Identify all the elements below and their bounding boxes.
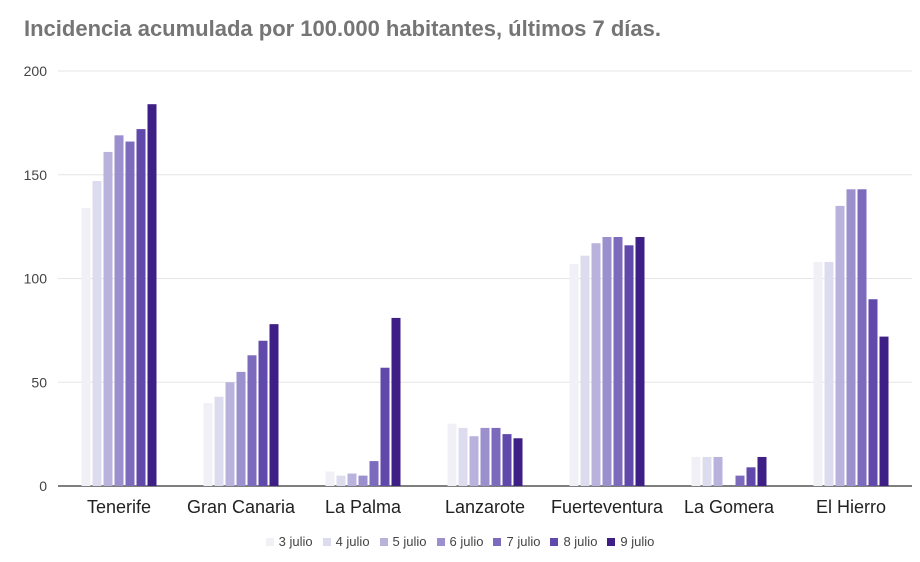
bar-tenerife-3-julio [81, 207, 91, 486]
bar-la-palma-8-julio [380, 367, 390, 486]
bar-la-palma-9-julio [391, 317, 401, 486]
legend-label: 3 julio [278, 534, 313, 549]
x-tick-label: Gran Canaria [187, 497, 296, 517]
legend-item: 6 julio [436, 534, 484, 549]
bar-la-gomera-4-julio [702, 456, 712, 486]
bar-fuerteventura-9-julio [635, 237, 645, 486]
bar-lanzarote-7-julio [491, 427, 501, 486]
y-tick-label: 200 [24, 63, 48, 79]
bar-el-hierro-6-julio [846, 189, 856, 486]
bar-tenerife-8-julio [136, 129, 146, 486]
legend-swatch [493, 537, 502, 546]
bar-gran-canaria-8-julio [258, 340, 268, 486]
bar-fuerteventura-4-julio [580, 255, 590, 486]
bar-la-gomera-7-julio [735, 475, 745, 486]
legend-swatch [607, 537, 616, 546]
bar-fuerteventura-7-julio [613, 237, 623, 486]
bar-tenerife-4-julio [92, 180, 102, 486]
x-tick-label: Tenerife [87, 497, 151, 517]
bar-el-hierro-9-julio [879, 336, 889, 486]
bar-el-hierro-8-julio [868, 299, 878, 486]
bar-la-gomera-5-julio [713, 456, 723, 486]
legend-label: 5 julio [392, 534, 427, 549]
legend-label: 4 julio [335, 534, 370, 549]
legend-swatch [550, 537, 559, 546]
chart-title: Incidencia acumulada por 100.000 habitan… [24, 16, 662, 41]
bar-la-gomera-9-julio [757, 456, 767, 486]
legend-swatch [379, 537, 388, 546]
legend-label: 6 julio [449, 534, 484, 549]
legend-swatch [436, 537, 445, 546]
legend-item: 7 julio [493, 534, 540, 549]
bar-la-gomera-3-julio [691, 456, 701, 486]
bar-tenerife-7-julio [125, 141, 135, 487]
x-tick-label: Fuerteventura [551, 497, 664, 517]
bar-la-palma-3-julio [325, 471, 335, 486]
bar-la-palma-5-julio [347, 473, 357, 486]
y-tick-label: 0 [39, 478, 47, 494]
bar-lanzarote-4-julio [458, 427, 468, 486]
legend-swatch [322, 537, 331, 546]
y-axis-ticks: 0 50 100 150 200 [24, 63, 48, 494]
y-tick-label: 100 [24, 271, 48, 287]
bar-gran-canaria-6-julio [236, 371, 246, 486]
bar-el-hierro-3-julio [813, 261, 823, 486]
bar-tenerife-5-julio [103, 151, 113, 487]
bar-lanzarote-5-julio [469, 436, 479, 486]
bar-fuerteventura-5-julio [591, 243, 601, 486]
legend-swatch [265, 537, 274, 546]
bar-la-palma-7-julio [369, 461, 379, 486]
bar-la-gomera-8-julio [746, 467, 756, 486]
legend-label: 7 julio [506, 534, 541, 549]
bar-lanzarote-3-julio [447, 423, 457, 486]
bar-gran-canaria-5-julio [225, 382, 235, 486]
x-tick-label: La Gomera [684, 497, 775, 517]
bar-fuerteventura-6-julio [602, 237, 612, 486]
legend-item: 9 julio [607, 534, 654, 549]
bar-gran-canaria-7-julio [247, 355, 257, 486]
legend-item: 4 julio [322, 534, 370, 549]
bar-lanzarote-6-julio [480, 427, 490, 486]
legend-label: 8 julio [563, 534, 598, 549]
bar-la-palma-4-julio [336, 475, 346, 486]
bar-gran-canaria-4-julio [214, 396, 224, 486]
legend-item: 8 julio [550, 534, 597, 549]
bar-lanzarote-8-julio [502, 434, 512, 486]
bars [81, 104, 889, 487]
bar-el-hierro-4-julio [824, 261, 834, 486]
x-tick-label: El Hierro [816, 497, 886, 517]
gridlines [58, 70, 912, 487]
bar-fuerteventura-8-julio [624, 245, 634, 486]
legend-label: 9 julio [620, 534, 655, 549]
legend-item: 3 julio [265, 534, 313, 549]
bar-la-palma-6-julio [358, 475, 368, 486]
y-tick-label: 150 [24, 167, 48, 183]
bar-gran-canaria-3-julio [203, 403, 213, 486]
bar-tenerife-9-julio [147, 104, 157, 486]
bar-gran-canaria-9-julio [269, 324, 279, 486]
bar-lanzarote-9-julio [513, 438, 523, 486]
y-tick-label: 50 [31, 374, 47, 390]
x-tick-label: Lanzarote [445, 497, 525, 517]
bar-el-hierro-7-julio [857, 189, 867, 486]
bar-fuerteventura-3-julio [569, 263, 579, 486]
x-tick-label: La Palma [325, 497, 402, 517]
x-axis-ticks: Tenerife Gran Canaria La Palma Lanzarote Fue… [87, 497, 886, 517]
legend-item: 5 julio [379, 534, 427, 549]
bar-el-hierro-5-julio [835, 205, 845, 486]
bar-tenerife-6-julio [114, 135, 124, 486]
legend: 3 julio 4 julio 5 julio 6 julio 7 julio 8 jul… [0, 534, 920, 549]
